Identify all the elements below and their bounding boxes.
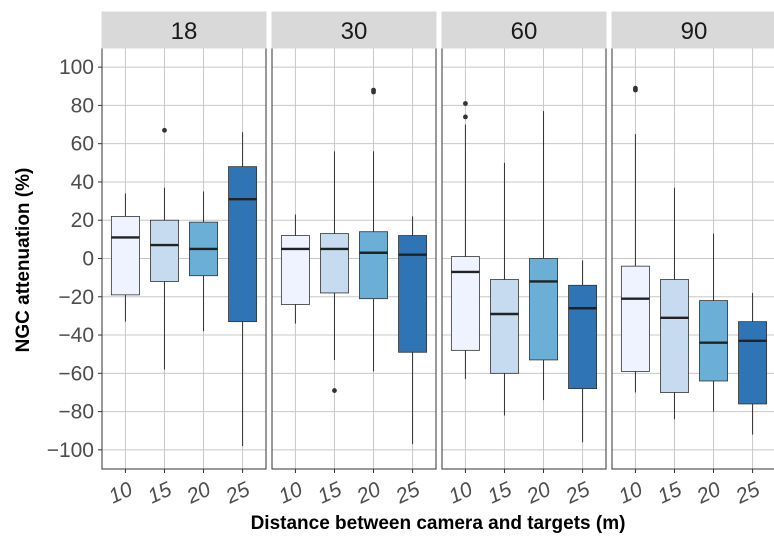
x-tick-label: 20	[352, 478, 384, 509]
iqr-box	[621, 266, 649, 371]
x-tick-label: 10	[275, 478, 306, 509]
iqr-box	[660, 280, 688, 393]
x-tick-label: 15	[144, 478, 175, 509]
facet-panel-90: 90 10 15 20 25	[612, 12, 774, 509]
x-tick-label: 10	[445, 478, 476, 509]
y-tick-label: −20	[58, 286, 94, 309]
outlier-point	[463, 101, 468, 106]
outlier-point	[332, 388, 337, 393]
y-tick-label: 20	[71, 209, 94, 232]
x-tick-label: 25	[731, 478, 763, 509]
y-tick-label: 80	[71, 94, 94, 117]
iqr-box	[399, 236, 427, 353]
y-tick-label: −40	[58, 324, 94, 347]
iqr-box	[111, 216, 139, 294]
iqr-box	[529, 259, 557, 360]
y-axis-label: NGC attenuation (%)	[13, 168, 34, 353]
iqr-box	[569, 285, 597, 388]
outlier-point	[162, 128, 167, 133]
x-tick-label: 25	[391, 478, 423, 509]
outlier-point	[633, 86, 638, 91]
y-tick-label: 60	[71, 133, 94, 156]
x-tick-label: 20	[182, 478, 214, 509]
x-tick-label: 10	[105, 478, 136, 509]
x-tick-label: 20	[522, 478, 554, 509]
y-tick-label: 100	[59, 56, 94, 79]
x-tick-label: 20	[692, 478, 724, 509]
facet-strip-label: 18	[171, 18, 198, 45]
y-tick-label: 0	[82, 248, 94, 271]
x-tick-label: 25	[221, 478, 253, 509]
y-tick-label: 40	[71, 171, 94, 194]
facet-panel-60: 60 10 15 20 25	[442, 12, 606, 509]
y-tick-label: −60	[58, 362, 94, 385]
facet-strip-label: 90	[681, 18, 708, 45]
iqr-box	[150, 220, 178, 281]
iqr-box	[699, 301, 727, 381]
x-axis-label: Distance between camera and targets (m)	[251, 513, 626, 534]
iqr-box	[739, 322, 767, 404]
iqr-box	[359, 232, 387, 299]
iqr-box	[281, 236, 309, 305]
x-tick-label: 25	[561, 478, 593, 509]
iqr-box	[490, 280, 518, 374]
iqr-box	[229, 167, 257, 322]
iqr-box	[451, 257, 479, 351]
facet-panel-30: 30 10 15 20 25	[272, 12, 436, 509]
facet-strip-label: 30	[341, 18, 368, 45]
y-tick-label: −100	[47, 439, 94, 462]
iqr-box	[320, 234, 348, 293]
x-tick-label: 15	[654, 478, 685, 509]
outlier-point	[371, 88, 376, 93]
facet-strip-label: 60	[511, 18, 538, 45]
x-tick-label: 10	[615, 478, 646, 509]
x-tick-label: 15	[314, 478, 345, 509]
outlier-point	[463, 114, 468, 119]
y-axis: 100 80 60 40 20 0 −20 −40 −60 −80 −100	[47, 56, 102, 462]
x-tick-label: 15	[484, 478, 515, 509]
y-tick-label: −80	[58, 401, 94, 424]
facet-panel-18: 18 10 15 20 25	[102, 12, 266, 509]
